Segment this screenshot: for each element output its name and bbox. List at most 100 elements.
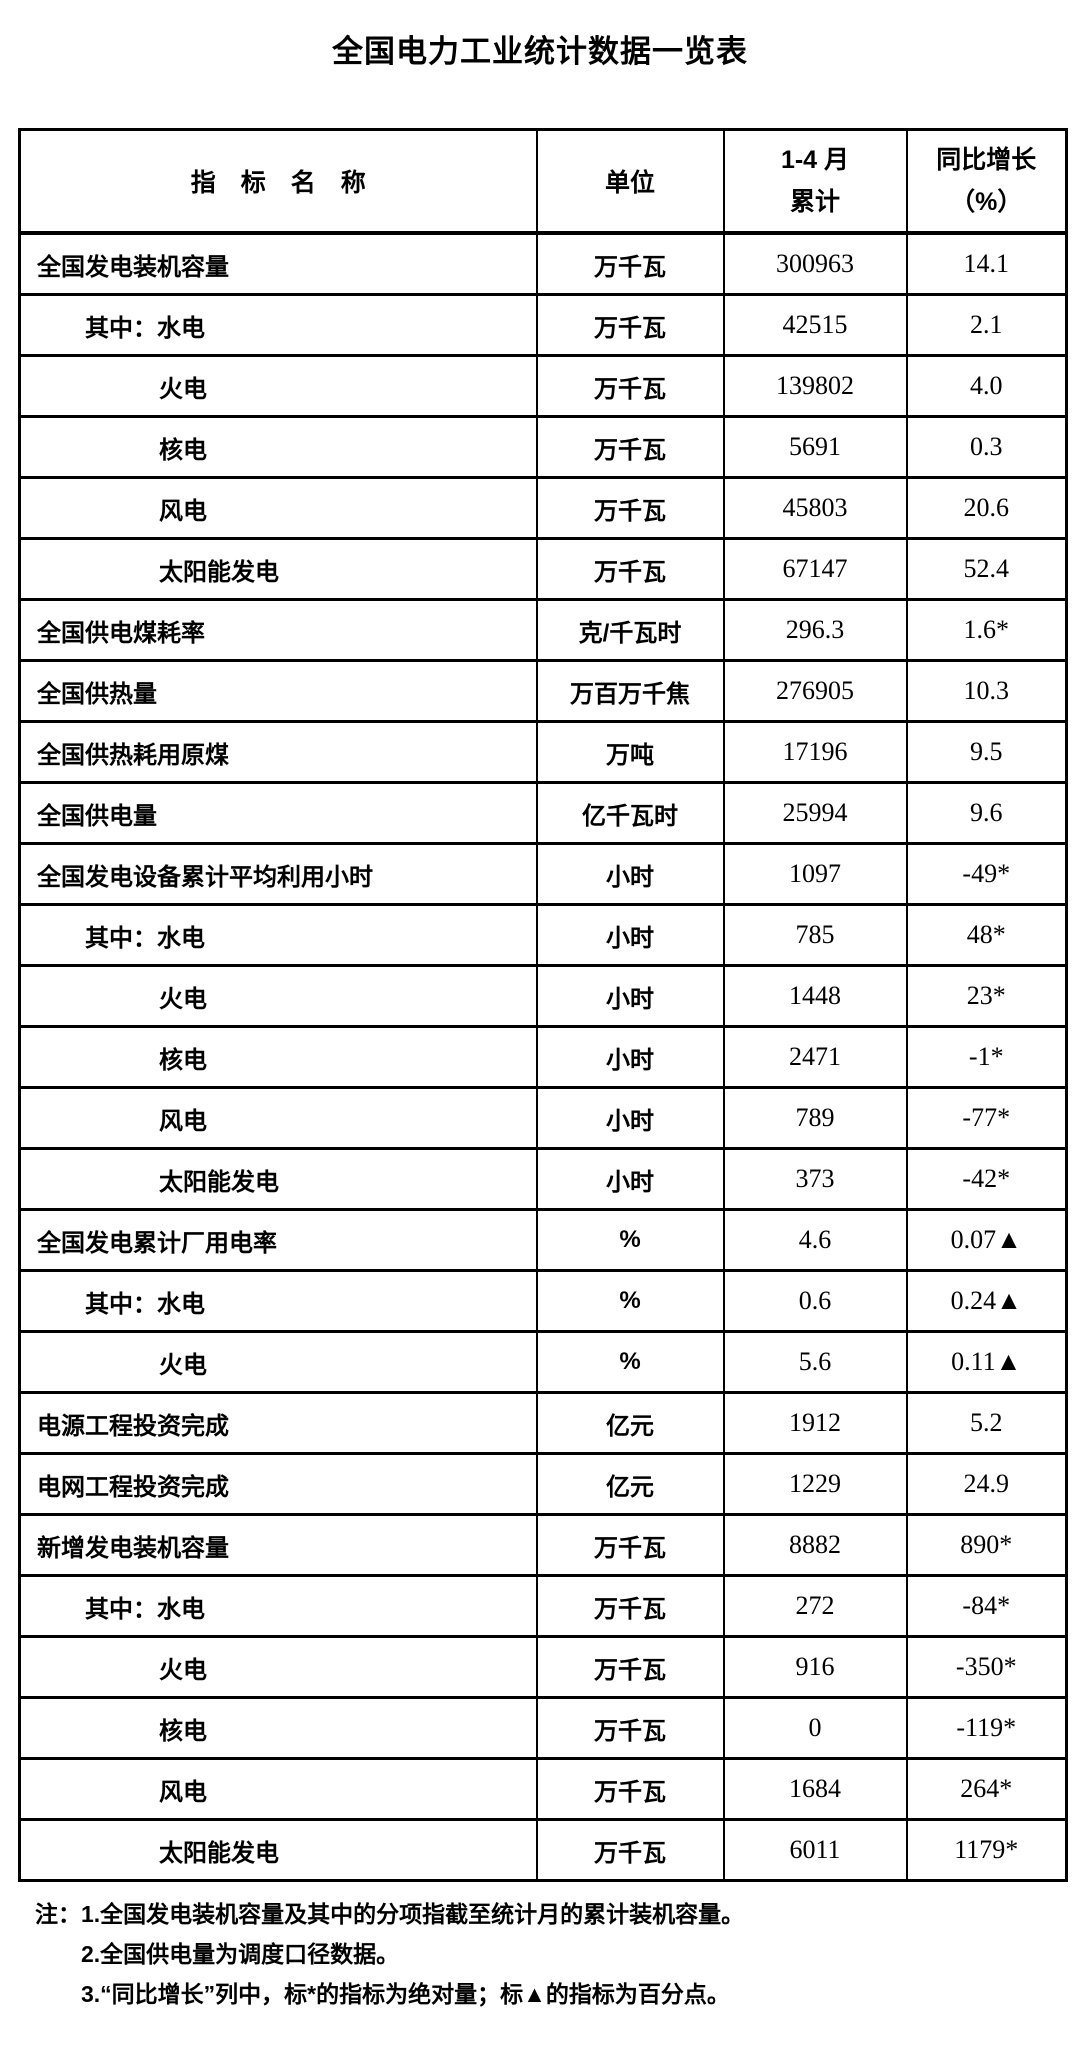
header-yoy-growth: 同比增长 （%） — [905, 128, 1068, 235]
table-body: 全国发电装机容量 万千瓦 300963 14.1 其中：水电 万千瓦 42515 2.1 火电万… — [18, 231, 1068, 1882]
indicator-cell: 新增发电装机容量 — [18, 1513, 538, 1577]
header-period-line1: 1-4 月 — [780, 146, 850, 174]
cumulative-value-cell: 8882 — [722, 1513, 908, 1577]
indicator-cell: 太阳能发电 — [18, 1147, 538, 1211]
cumulative-value-cell: 785 — [722, 903, 908, 967]
table-row: 风电 小时 789 -77* — [18, 1086, 1068, 1150]
cumulative-value-cell: 1684 — [722, 1757, 908, 1821]
yoy-growth-cell: 23* — [905, 964, 1068, 1028]
table-row: 核电 小时 2471 -1* — [18, 1025, 1068, 1089]
header-yoy-line1: 同比增长 — [936, 146, 1037, 174]
yoy-growth-cell: 52.4 — [905, 537, 1068, 601]
table-row: 全国供电量 亿千瓦时 25994 9.6 — [18, 781, 1068, 845]
note-text-1: 1.全国发电装机容量及其中的分项指截至统计月的累计装机容量。 — [81, 1901, 745, 1927]
indicator-cell: 火电 — [18, 1635, 538, 1699]
indicator-cell: 风电 — [18, 1086, 538, 1150]
cumulative-value-cell: 0.6 — [722, 1269, 908, 1333]
yoy-growth-cell: 1.6* — [905, 598, 1068, 662]
yoy-growth-cell: 20.6 — [905, 476, 1068, 540]
indicator-cell: 全国供热量 — [18, 659, 538, 723]
cumulative-value-cell: 6011 — [722, 1818, 908, 1882]
note-text-2: 2.全国供电量为调度口径数据。 — [81, 1941, 400, 1967]
unit-cell: 克/千瓦时 — [535, 598, 725, 662]
indicator-cell: 其中：水电 — [18, 293, 538, 357]
unit-cell: 万千瓦 — [535, 537, 725, 601]
cumulative-value-cell: 1448 — [722, 964, 908, 1028]
table-row: 太阳能发电 万千瓦 67147 52.4 — [18, 537, 1068, 601]
unit-cell: 小时 — [535, 1025, 725, 1089]
note-line-3: 3.“同比增长”列中，标*的指标为绝对量；标▲的指标为百分点。 — [81, 1974, 1080, 2014]
unit-cell: 万千瓦 — [535, 476, 725, 540]
unit-cell: 万千瓦 — [535, 1757, 725, 1821]
indicator-cell: 太阳能发电 — [18, 537, 538, 601]
indicator-cell: 其中：水电 — [18, 1574, 538, 1638]
table-row: 全国供热耗用原煤 万吨 17196 9.5 — [18, 720, 1068, 784]
cumulative-value-cell: 2471 — [722, 1025, 908, 1089]
header-unit: 单位 — [535, 128, 725, 235]
cumulative-value-cell: 67147 — [722, 537, 908, 601]
indicator-cell: 全国供电煤耗率 — [18, 598, 538, 662]
header-yoy-line2: （%） — [950, 188, 1023, 216]
table-row: 其中：水电 小时 785 48* — [18, 903, 1068, 967]
table-row: 全国供热量 万百万千焦 276905 10.3 — [18, 659, 1068, 723]
cumulative-value-cell: 789 — [722, 1086, 908, 1150]
table-row: 风电 万千瓦 45803 20.6 — [18, 476, 1068, 540]
yoy-growth-cell: -1* — [905, 1025, 1068, 1089]
unit-cell: 亿元 — [535, 1452, 725, 1516]
cumulative-value-cell: 4.6 — [722, 1208, 908, 1272]
table-row: 其中：水电% 0.6 0.24▲ — [18, 1269, 1068, 1333]
table-row: 核电 万千瓦 0 -119* — [18, 1696, 1068, 1760]
cumulative-value-cell: 0 — [722, 1696, 908, 1760]
unit-cell: 万千瓦 — [535, 415, 725, 479]
table-row: 全国供电煤耗率 克/千瓦时 296.3 1.6* — [18, 598, 1068, 662]
table-row: 火电% 5.6 0.11▲ — [18, 1330, 1068, 1394]
table-row: 火电 万千瓦 139802 4.0 — [18, 354, 1068, 418]
yoy-growth-cell: -49* — [905, 842, 1068, 906]
table-row: 电源工程投资完成 亿元 1912 5.2 — [18, 1391, 1068, 1455]
unit-cell: 万千瓦 — [535, 231, 725, 296]
indicator-cell: 电网工程投资完成 — [18, 1452, 538, 1516]
cumulative-value-cell: 916 — [722, 1635, 908, 1699]
indicator-cell: 全国发电设备累计平均利用小时 — [18, 842, 538, 906]
cumulative-value-cell: 5691 — [722, 415, 908, 479]
yoy-growth-cell: 5.2 — [905, 1391, 1068, 1455]
unit-cell: % — [535, 1208, 725, 1272]
header-period-line2: 累计 — [789, 188, 840, 216]
unit-cell: 小时 — [535, 903, 725, 967]
indicator-cell: 全国供电量 — [18, 781, 538, 845]
yoy-growth-cell: -350* — [905, 1635, 1068, 1699]
indicator-cell: 火电 — [18, 964, 538, 1028]
table-row: 火电 小时 1448 23* — [18, 964, 1068, 1028]
indicator-cell: 火电 — [18, 354, 538, 418]
cumulative-value-cell: 296.3 — [722, 598, 908, 662]
cumulative-value-cell: 25994 — [722, 781, 908, 845]
cumulative-value-cell: 139802 — [722, 354, 908, 418]
yoy-growth-cell: 9.5 — [905, 720, 1068, 784]
notes: 注：1.全国发电装机容量及其中的分项指截至统计月的累计装机容量。 2.全国供电量… — [35, 1894, 1080, 2014]
table-row: 火电 万千瓦 916 -350* — [18, 1635, 1068, 1699]
yoy-growth-cell: 14.1 — [905, 231, 1068, 296]
indicator-cell: 太阳能发电 — [18, 1818, 538, 1882]
yoy-growth-cell: 10.3 — [905, 659, 1068, 723]
yoy-growth-cell: -42* — [905, 1147, 1068, 1211]
yoy-growth-cell: 4.0 — [905, 354, 1068, 418]
indicator-cell: 全国发电装机容量 — [18, 231, 538, 296]
unit-cell: % — [535, 1330, 725, 1394]
header-indicator-name: 指 标 名 称 — [18, 128, 538, 235]
note-line-1: 注：1.全国发电装机容量及其中的分项指截至统计月的累计装机容量。 — [35, 1894, 1080, 1934]
table-row: 新增发电装机容量 万千瓦 8882 890* — [18, 1513, 1068, 1577]
yoy-growth-cell: -77* — [905, 1086, 1068, 1150]
indicator-cell: 核电 — [18, 1025, 538, 1089]
yoy-growth-cell: 890* — [905, 1513, 1068, 1577]
table-row: 全国发电装机容量 万千瓦 300963 14.1 — [18, 231, 1068, 296]
unit-cell: 万千瓦 — [535, 1574, 725, 1638]
yoy-growth-cell: 9.6 — [905, 781, 1068, 845]
table-row: 其中：水电 万千瓦 42515 2.1 — [18, 293, 1068, 357]
unit-cell: 万千瓦 — [535, 354, 725, 418]
note-line-2: 2.全国供电量为调度口径数据。 — [81, 1934, 1080, 1974]
unit-cell: 小时 — [535, 964, 725, 1028]
indicator-cell: 电源工程投资完成 — [18, 1391, 538, 1455]
unit-cell: 万千瓦 — [535, 293, 725, 357]
indicator-cell: 核电 — [18, 415, 538, 479]
notes-label: 注： — [35, 1901, 81, 1927]
